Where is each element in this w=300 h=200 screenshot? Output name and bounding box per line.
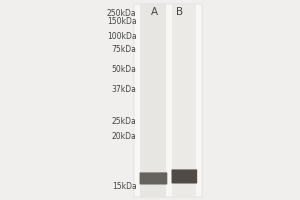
Bar (134, 4, 202, 197)
Text: 75kDa: 75kDa (112, 45, 136, 54)
Text: 150kDa: 150kDa (107, 17, 136, 26)
Text: 15kDa: 15kDa (112, 182, 136, 191)
Text: 20kDa: 20kDa (112, 132, 136, 141)
Text: 100kDa: 100kDa (107, 32, 136, 41)
Text: 25kDa: 25kDa (112, 117, 136, 126)
FancyBboxPatch shape (172, 169, 197, 184)
Text: 250kDa: 250kDa (107, 9, 136, 18)
Text: B: B (176, 7, 183, 17)
Bar (172, 4, 196, 197)
Text: A: A (151, 7, 158, 17)
Bar (140, 4, 166, 197)
Text: 50kDa: 50kDa (112, 65, 136, 74)
FancyBboxPatch shape (140, 172, 167, 185)
Text: 37kDa: 37kDa (112, 85, 136, 94)
